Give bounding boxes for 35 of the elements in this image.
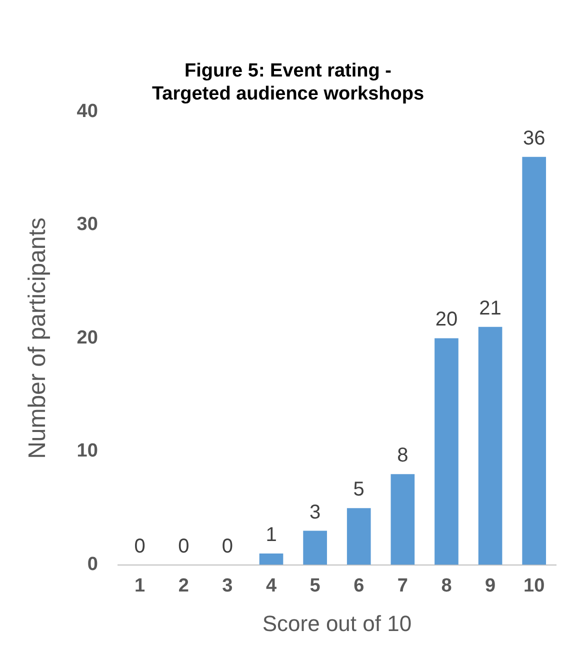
bar bbox=[478, 326, 502, 565]
x-tick-label: 5 bbox=[310, 575, 321, 596]
data-label: 5 bbox=[353, 478, 364, 501]
x-tick-label: 2 bbox=[178, 575, 189, 596]
bar bbox=[346, 508, 371, 565]
data-label: 20 bbox=[435, 308, 458, 331]
y-tick-label: 20 bbox=[76, 327, 98, 348]
x-tick-label: 10 bbox=[524, 575, 545, 596]
bar bbox=[259, 553, 284, 565]
chart-title: Figure 5: Event rating - Targeted audience workshops bbox=[152, 60, 424, 104]
x-tick-label: 8 bbox=[441, 575, 452, 596]
y-tick-label: 30 bbox=[76, 214, 98, 236]
y-tick-label: 40 bbox=[76, 100, 98, 122]
data-label: 8 bbox=[397, 444, 408, 467]
y-tick-label: 10 bbox=[76, 440, 98, 462]
x-tick-label: 1 bbox=[134, 575, 146, 596]
x-tick-label: 9 bbox=[485, 575, 496, 596]
data-label: 0 bbox=[178, 535, 190, 558]
data-label: 3 bbox=[310, 501, 321, 524]
data-label: 1 bbox=[266, 524, 277, 546]
bar bbox=[522, 156, 546, 565]
data-label: 0 bbox=[134, 535, 146, 558]
x-tick-label: 7 bbox=[397, 575, 408, 596]
bar bbox=[303, 530, 327, 565]
data-label: 21 bbox=[479, 297, 502, 320]
bar bbox=[390, 474, 415, 565]
x-tick-label: 3 bbox=[222, 575, 233, 596]
y-tick-label: 0 bbox=[87, 554, 98, 576]
y-axis-title: Number of participants bbox=[24, 217, 52, 459]
x-axis-title: Score out of 10 bbox=[262, 610, 412, 636]
x-tick-label: 4 bbox=[266, 575, 277, 596]
bar bbox=[434, 338, 458, 565]
x-tick-label: 6 bbox=[354, 575, 364, 596]
data-label: 0 bbox=[222, 535, 234, 558]
data-label: 36 bbox=[522, 127, 546, 150]
